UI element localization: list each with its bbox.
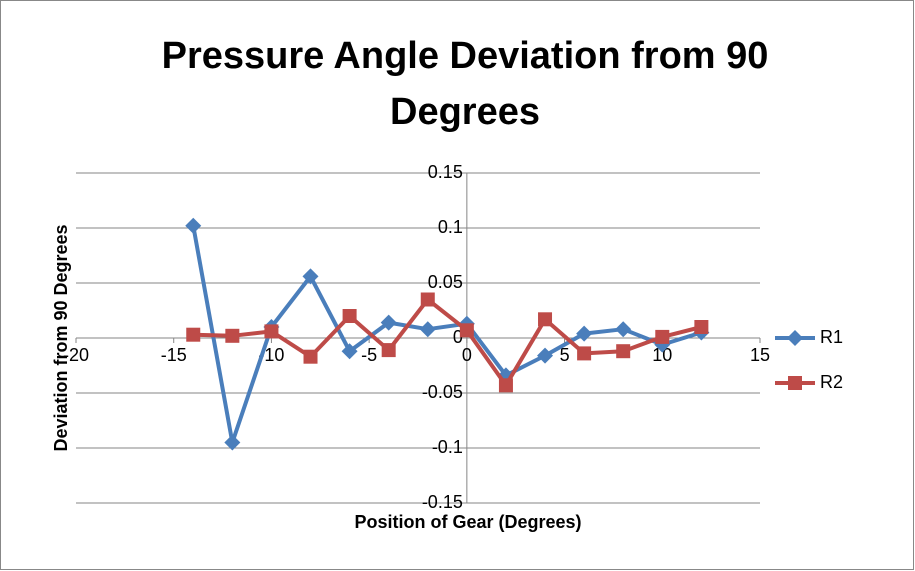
x-tick-label: -20	[63, 345, 89, 365]
marker	[302, 268, 319, 285]
marker	[577, 346, 592, 361]
x-axis-label: Position of Gear (Degrees)	[354, 512, 581, 532]
x-tick-label: 15	[750, 345, 770, 365]
y-tick-label: 0	[453, 327, 463, 347]
x-tick-label: 10	[652, 345, 672, 365]
x-tick-label: 0	[462, 345, 472, 365]
marker	[186, 327, 201, 342]
y-tick-label: -0.15	[422, 492, 463, 512]
marker	[616, 344, 631, 359]
x-tick-label: -5	[361, 345, 377, 365]
marker	[537, 347, 554, 364]
y-axis-label: Deviation from 90 Degrees	[51, 224, 71, 451]
marker	[538, 312, 553, 327]
x-tick-label: 5	[560, 345, 570, 365]
marker	[694, 320, 709, 334]
y-tick-label: 0.15	[428, 162, 463, 182]
legend-marker	[788, 376, 802, 390]
marker	[419, 321, 436, 338]
y-tick-label: -0.05	[422, 382, 463, 402]
marker	[224, 434, 241, 451]
legend-label: R2	[820, 372, 843, 392]
chart-title: Pressure Angle Deviation from 90 Degrees	[161, 35, 769, 133]
marker	[380, 314, 397, 331]
marker	[303, 349, 318, 364]
marker	[185, 217, 202, 234]
marker	[459, 323, 474, 338]
marker	[615, 321, 632, 338]
marker	[420, 292, 435, 307]
marker	[381, 343, 396, 358]
marker	[342, 309, 357, 323]
marker	[341, 343, 358, 360]
legend-marker	[787, 330, 803, 346]
marker	[225, 328, 240, 343]
legend-label: R1	[820, 327, 843, 347]
y-tick-label: 0.05	[428, 272, 463, 292]
marker	[264, 324, 279, 339]
marker	[576, 325, 593, 342]
marker	[655, 329, 670, 344]
y-tick-label: 0.1	[438, 217, 463, 237]
marker	[498, 378, 513, 393]
y-tick-label: -0.1	[432, 437, 463, 457]
x-tick-label: -15	[161, 345, 187, 365]
